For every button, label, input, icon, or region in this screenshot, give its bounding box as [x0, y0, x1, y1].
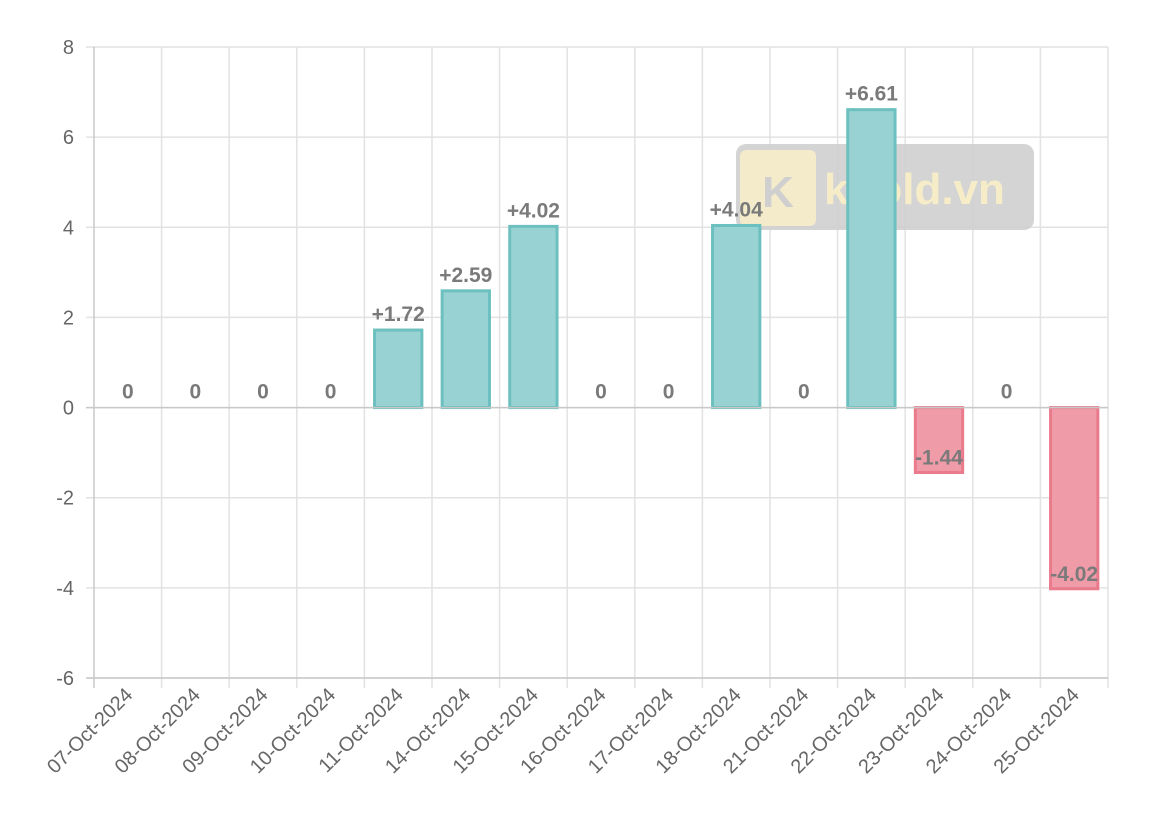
- bar-positive: [440, 289, 491, 410]
- bar-positive: [846, 108, 897, 410]
- data-label: 0: [1001, 381, 1013, 404]
- bar-positive: [711, 223, 762, 410]
- data-label: 0: [257, 381, 269, 404]
- data-label: 0: [798, 381, 810, 404]
- watermark-logo-box: [740, 150, 816, 226]
- data-label: 0: [325, 381, 337, 404]
- bar-negative: [913, 406, 965, 474]
- data-label: +6.61: [845, 83, 898, 106]
- data-label: +4.02: [507, 199, 560, 222]
- bar-positive: [508, 224, 559, 410]
- y-tick-label: 0: [63, 398, 74, 420]
- y-tick-label: -4: [56, 578, 74, 600]
- watermark-logo-letter: K: [762, 168, 794, 217]
- y-tick-label: 2: [63, 307, 74, 329]
- data-label: 0: [595, 381, 607, 404]
- data-label: +4.04: [710, 198, 763, 221]
- data-label: 0: [663, 381, 675, 404]
- grid: [86, 46, 1109, 688]
- data-labels: 0 0 0 0 +1.72 +2.59 +4.02 0 0 +4.04 0 +6.61 -1.44 0 -4…: [122, 83, 1098, 586]
- data-label: +2.59: [439, 264, 492, 287]
- data-label: 0: [190, 381, 202, 404]
- y-tick-label: 6: [63, 127, 74, 149]
- y-tick-label: 8: [63, 37, 74, 59]
- data-label: -1.44: [915, 446, 963, 469]
- y-tick-label: 4: [63, 217, 74, 239]
- data-label: -4.02: [1050, 563, 1098, 586]
- bar-positive: [373, 328, 424, 410]
- y-tick-label: -2: [56, 488, 74, 510]
- bar-negative: [1049, 406, 1100, 591]
- data-label: +1.72: [372, 303, 425, 326]
- y-tick-label: -6: [56, 668, 74, 690]
- data-label: 0: [122, 381, 134, 404]
